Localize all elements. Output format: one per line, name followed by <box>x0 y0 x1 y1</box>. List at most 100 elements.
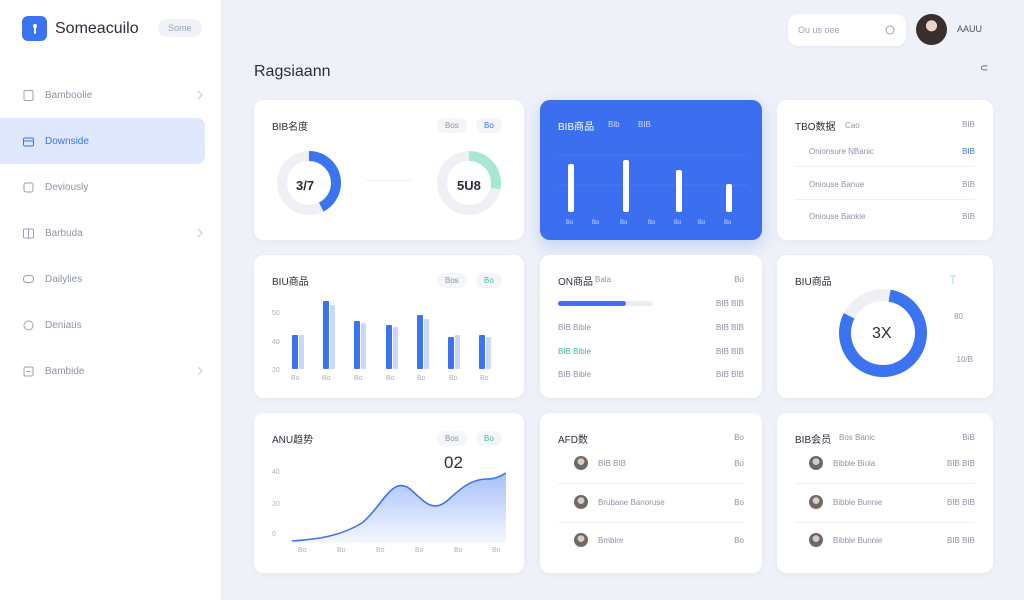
list-item-text[interactable]: BIB Bible <box>558 347 591 356</box>
donut-chart-1 <box>277 151 341 215</box>
bar <box>386 325 392 369</box>
avatar[interactable] <box>574 456 588 470</box>
avatar[interactable] <box>916 14 947 45</box>
list-item-text[interactable]: Bibble Bunnie <box>833 498 883 507</box>
brand[interactable]: Someacuilo <box>22 16 139 41</box>
divider <box>558 483 744 484</box>
card-big-donut: BIU商品 3X 80 10/B <box>777 255 993 398</box>
card-title: BIB会员 <box>795 435 832 446</box>
divider <box>795 166 975 167</box>
x-axis-label: Bo <box>386 375 395 382</box>
filter-pill[interactable]: Bos <box>437 431 467 446</box>
list-item-text[interactable]: Onionsure NBanic <box>809 147 874 156</box>
search-icon[interactable] <box>884 24 896 36</box>
card-members: BIB会员 Bos Banic BiB Bibble Biola BIB BIB… <box>777 413 993 573</box>
list-item-text[interactable]: BIB Bible <box>558 323 591 332</box>
donut-chart-large <box>839 289 927 377</box>
list-item-value: BIB BIB <box>946 459 975 468</box>
sidebar-item-1[interactable]: Bamboolie <box>0 72 222 118</box>
bar <box>623 160 629 212</box>
bar <box>726 184 732 212</box>
svg-text:Bo: Bo <box>620 220 628 226</box>
x-axis-label: Bo <box>298 547 307 554</box>
filter-pill[interactable]: Bos <box>437 273 467 288</box>
y-axis-label: 40 <box>272 469 280 476</box>
sidebar-item-6[interactable]: Deniaus <box>0 302 222 348</box>
side-value: 10/B <box>956 355 973 364</box>
list-item-text[interactable]: Oniouse Bankie <box>809 212 866 221</box>
list-item-text[interactable]: Bmbire <box>598 536 624 545</box>
card-bar-chart: BIU商品 Bos Bo 50 40 20 Bo Bo Bo Bo Bo Bo … <box>254 255 524 398</box>
avatar[interactable] <box>574 495 588 509</box>
list-item-text[interactable]: Bibble Biola <box>833 459 876 468</box>
more-icon[interactable]: ⊂ <box>980 63 989 74</box>
brand-name: Someacuilo <box>55 19 139 37</box>
brand-pill[interactable]: Some <box>158 19 202 37</box>
sidebar-item-label: Dailylies <box>45 273 83 285</box>
bar <box>323 301 329 369</box>
x-axis-label: Bo <box>449 375 458 382</box>
donut-value: 3X <box>872 325 892 342</box>
header-value: BIB <box>962 120 975 129</box>
list-item-value: BIB BIB <box>715 370 744 379</box>
list-item-text[interactable]: Bibble Bunnie <box>833 536 883 545</box>
filter-pill[interactable]: Bos <box>437 118 467 133</box>
card-subtitle: Bos Banic <box>839 433 876 442</box>
card-title: BIU商品 <box>272 277 309 288</box>
divider <box>795 522 975 523</box>
list-item-text[interactable]: BIB Bible <box>558 370 591 379</box>
x-axis-label: Bo <box>322 375 331 382</box>
card-subtitle: Bala <box>595 275 612 284</box>
circle-icon <box>22 319 35 332</box>
search-box[interactable] <box>788 14 906 46</box>
sidebar-item-4[interactable]: Barbuda <box>0 210 222 256</box>
donut-value-2: 5U8 <box>457 178 481 193</box>
sidebar-item-2[interactable]: Downside <box>0 118 205 164</box>
avatar[interactable] <box>574 533 588 547</box>
x-axis-label: Bo <box>376 547 385 554</box>
bar <box>479 335 485 369</box>
card-title: BIU商品 <box>795 277 832 288</box>
user-name[interactable]: AAUU <box>957 24 983 34</box>
divider <box>795 199 975 200</box>
list-item-value: BIB <box>962 212 975 221</box>
divider-line <box>366 180 412 181</box>
side-value: 80 <box>954 312 963 321</box>
pin-icon <box>950 275 956 284</box>
bar <box>448 337 454 369</box>
sidebar-item-label: Deviously <box>45 181 89 193</box>
filter-pill[interactable]: Bo <box>476 273 502 288</box>
blue-bar-chart: Bo Bo Bo Bo Bo Bo Bo <box>558 154 748 226</box>
avatar[interactable] <box>809 495 823 509</box>
sidebar-item-3[interactable]: Deviously <box>0 164 222 210</box>
svg-text:Bo: Bo <box>566 220 574 226</box>
card-title: TBO数据 <box>795 122 836 133</box>
sidebar-item-7[interactable]: Bambide <box>0 348 222 394</box>
search-input[interactable] <box>798 25 876 35</box>
avatar[interactable] <box>809 456 823 470</box>
list-item-text[interactable]: Brubane Banoruse <box>598 498 665 507</box>
x-axis-label: Bo <box>291 375 300 382</box>
sidebar-item-5[interactable]: Dailylies <box>0 256 222 302</box>
area-chart <box>292 472 506 543</box>
chevron-right-icon <box>197 228 203 238</box>
avatar[interactable] <box>809 533 823 547</box>
sidebar-nav: Bamboolie Downside Deviously Barbuda Dai… <box>0 72 222 394</box>
chart-value: 02 <box>444 453 463 472</box>
filter-pill[interactable]: Cao <box>845 121 860 130</box>
x-axis-label: Bo <box>417 375 426 382</box>
header-value: Bo <box>734 433 744 442</box>
list-item-text[interactable]: BIB BIB <box>598 459 627 468</box>
card-progress: ON商品 Bala Bo BIB BIB BIB Bible BIB BIB B… <box>540 255 762 398</box>
list-item-value: BIB BIB <box>715 323 744 332</box>
list-item-text[interactable]: Oniouse Banue <box>809 180 865 189</box>
svg-text:Bo: Bo <box>592 220 600 226</box>
filter-pill[interactable]: Bo <box>476 431 502 446</box>
filter-pill[interactable]: Bo <box>476 118 502 133</box>
sidebar-item-label: Downside <box>45 135 89 147</box>
brand-logo-icon <box>22 16 47 41</box>
card-list-top: TBO数据 Cao BIB Onionsure NBanic BIB Oniou… <box>777 100 993 240</box>
list-item-value: BIB BIB <box>715 347 744 356</box>
card-title: BIB名度 <box>272 122 309 133</box>
card-subtitle: BIB <box>638 120 651 129</box>
